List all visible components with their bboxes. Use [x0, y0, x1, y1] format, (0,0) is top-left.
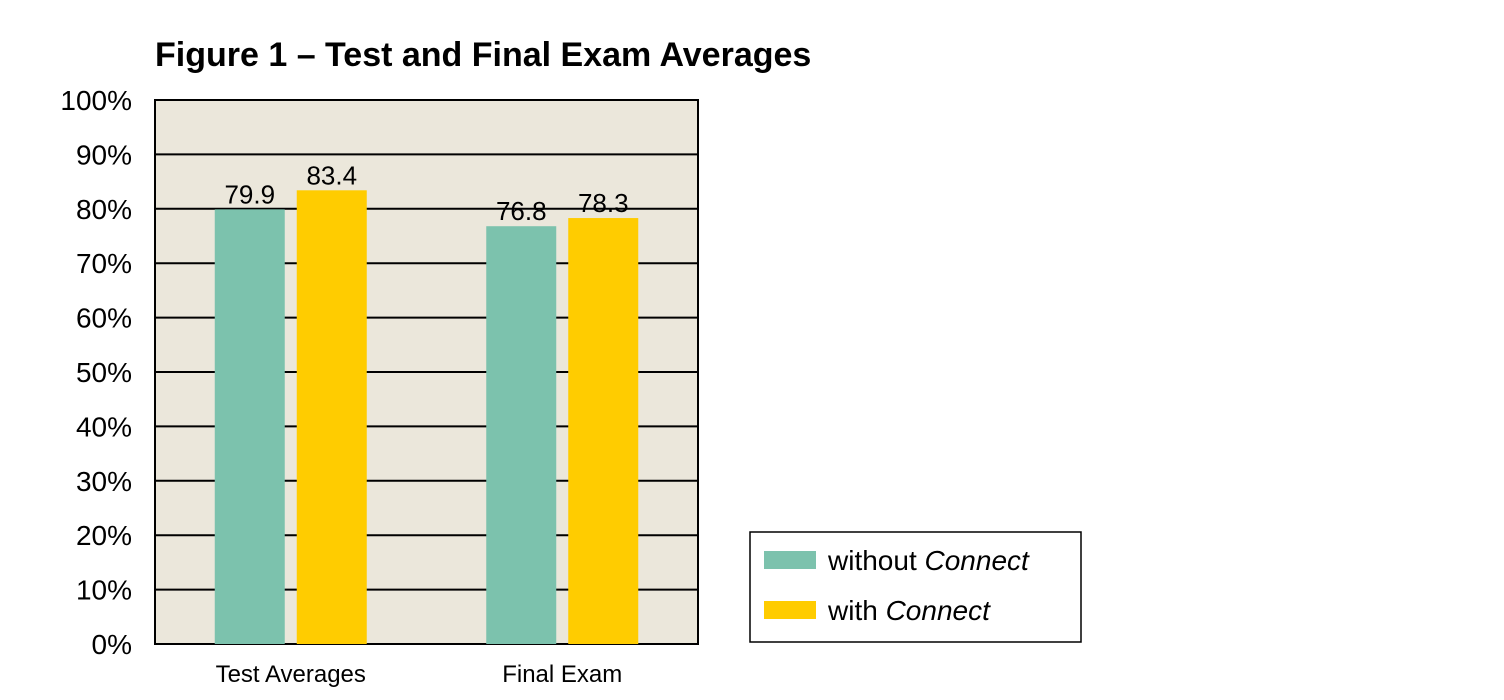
y-tick-label: 30%	[76, 466, 132, 497]
y-tick-label: 70%	[76, 248, 132, 279]
y-tick-label: 50%	[76, 357, 132, 388]
y-axis-ticks: 0% 10% 20% 30% 40% 50% 60% 70% 80% 90% 100%	[60, 85, 132, 660]
data-label: 83.4	[306, 160, 357, 190]
category-labels: Test Averages Final Exam	[216, 661, 623, 688]
legend-box	[749, 531, 1082, 643]
y-tick-label: 40%	[76, 411, 132, 442]
y-tick-label: 90%	[76, 139, 132, 170]
category-label: Test Averages	[216, 661, 366, 688]
y-tick-label: 0%	[92, 629, 132, 660]
legend-label-prefix: with	[827, 595, 886, 626]
bar	[214, 209, 285, 644]
legend-swatch	[764, 551, 816, 569]
legend-label-italic: Connect	[925, 545, 1031, 576]
data-labels: 79.9 83.4 76.8 78.3	[224, 160, 628, 226]
data-label: 78.3	[578, 188, 629, 218]
legend-label: without Connect	[827, 545, 1030, 576]
bars	[214, 190, 639, 644]
chart-title: Figure 1 – Test and Final Exam Averages	[155, 36, 811, 74]
legend-label-prefix: without	[827, 545, 925, 576]
y-tick-label: 80%	[76, 194, 132, 225]
legend-label: with Connect	[827, 595, 991, 626]
legend-swatch	[764, 601, 816, 619]
y-tick-label: 60%	[76, 303, 132, 334]
bar	[568, 218, 639, 644]
bar	[296, 190, 367, 644]
y-tick-label: 20%	[76, 520, 132, 551]
legend-label-italic: Connect	[886, 595, 992, 626]
bar	[486, 226, 557, 644]
data-label: 76.8	[496, 196, 547, 226]
y-tick-label: 100%	[60, 85, 132, 116]
data-label: 79.9	[224, 179, 275, 209]
category-label: Final Exam	[502, 661, 622, 688]
y-tick-label: 10%	[76, 575, 132, 606]
